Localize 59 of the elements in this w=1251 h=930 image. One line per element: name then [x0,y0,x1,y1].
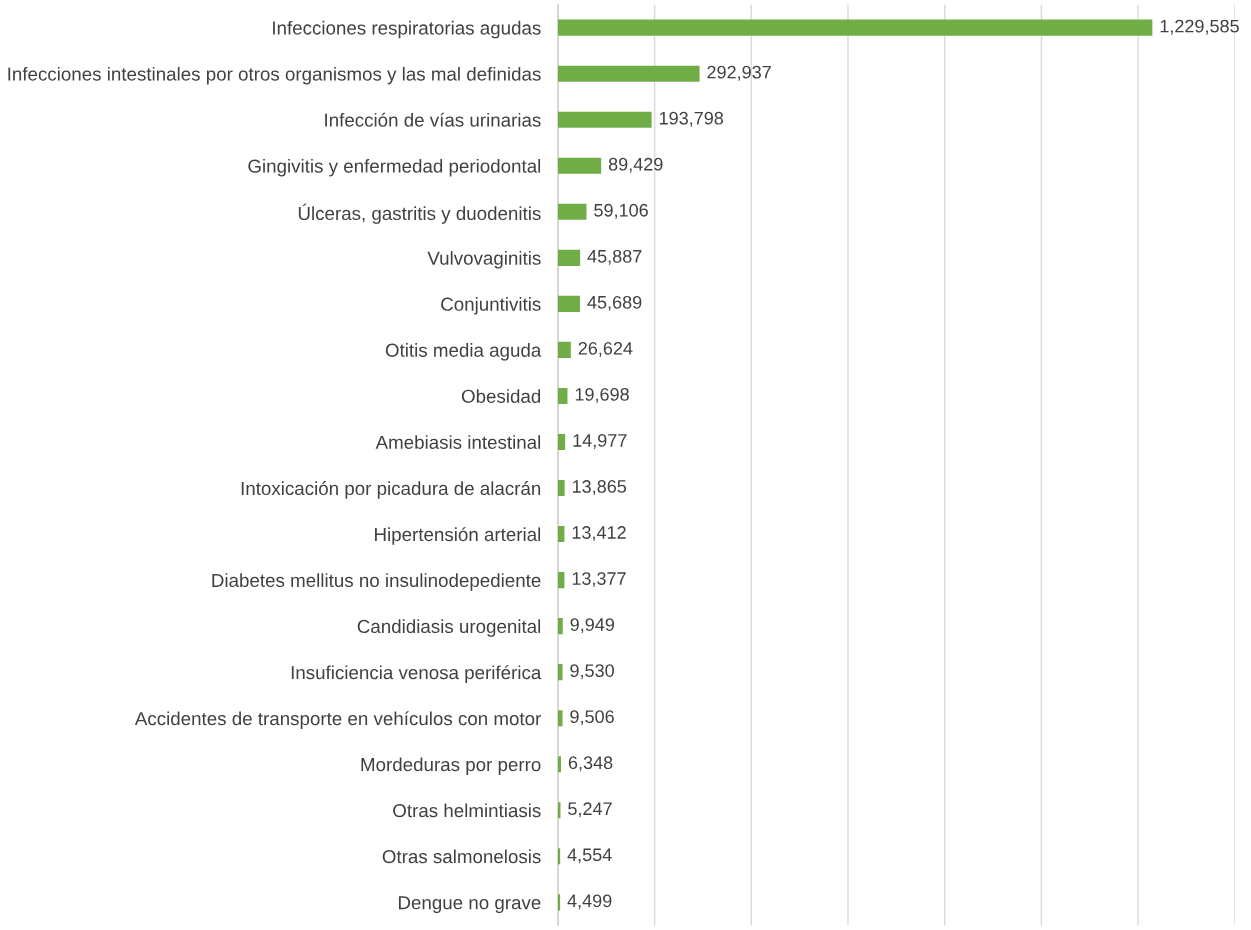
y-tick-label: Vulvovaginitis [427,251,541,269]
y-tick-label: Otras helmintiasis [393,803,541,818]
bar [557,111,652,128]
bar [557,848,561,865]
y-tick-label: Otras salmonelosis [382,849,541,864]
data-label: 45,887 [587,249,642,265]
bar [557,157,602,174]
bar [557,433,566,451]
bar [557,203,587,220]
data-label: 13,377 [572,572,626,588]
bar [557,341,571,358]
bar [557,295,581,312]
data-label: 4,499 [567,894,612,910]
y-tick-label: Gingivitis y enfermedad periodontal [248,158,541,177]
bar [557,894,561,911]
bar [557,19,1153,36]
y-tick-label: Accidentes de transporte en vehículos con motor [134,711,541,729]
y-tick-label: Otitis media aguda [385,343,542,361]
data-label: 13,412 [572,526,626,542]
y-tick-label: Candidiasis urogenital [357,619,541,637]
data-label: 9,530 [570,664,614,680]
data-label: 5,247 [568,802,612,818]
data-label: 292,937 [707,65,771,81]
bar [557,526,565,543]
y-tick-label: Insuficiencia venosa periférica [291,665,542,683]
data-label: 9,506 [570,710,614,726]
bar [557,479,565,497]
y-tick-label: Obesidad [461,389,541,403]
bar [557,618,563,635]
bar [557,710,563,727]
y-tick-label: Úlceras, gastritis y duodenitis [298,203,541,224]
bar [557,664,563,681]
data-label: 193,798 [659,111,724,127]
bar [557,572,565,589]
y-tick-label: Mordeduras por perro [361,757,541,775]
y-tick-label: Amebiasis intestinal [375,435,541,449]
y-tick-label: Infecciones intestinales por otros organismos y las mal definidas [8,66,541,85]
y-tick-label: Diabetes mellitus no insulinodepediente [212,573,541,591]
data-label: 9,949 [570,618,615,634]
data-label: 14,977 [573,434,627,449]
data-label: 19,698 [575,388,629,403]
data-label: 6,348 [568,756,613,772]
data-label: 45,689 [587,295,642,311]
y-tick-label: Infecciones respiratorias agudas [273,20,541,39]
bar [557,756,562,773]
y-tick-label: Infección de vías urinarias [325,112,541,127]
data-label: 13,865 [572,480,627,495]
data-label: 1,229,585 [1160,19,1239,35]
bar [557,387,568,404]
data-label: 59,106 [594,203,648,219]
bar [557,249,581,266]
y-tick-label: Hipertensión arterial [375,527,541,545]
data-label: 89,429 [608,157,663,173]
bar [557,65,700,82]
data-label: 26,624 [578,341,633,357]
data-label: 4,554 [567,848,612,864]
y-tick-label: Intoxicación por picadura de alacrán [241,481,541,499]
y-tick-label: Dengue no grave [398,896,541,914]
y-tick-label: Conjuntivitis [441,297,541,315]
